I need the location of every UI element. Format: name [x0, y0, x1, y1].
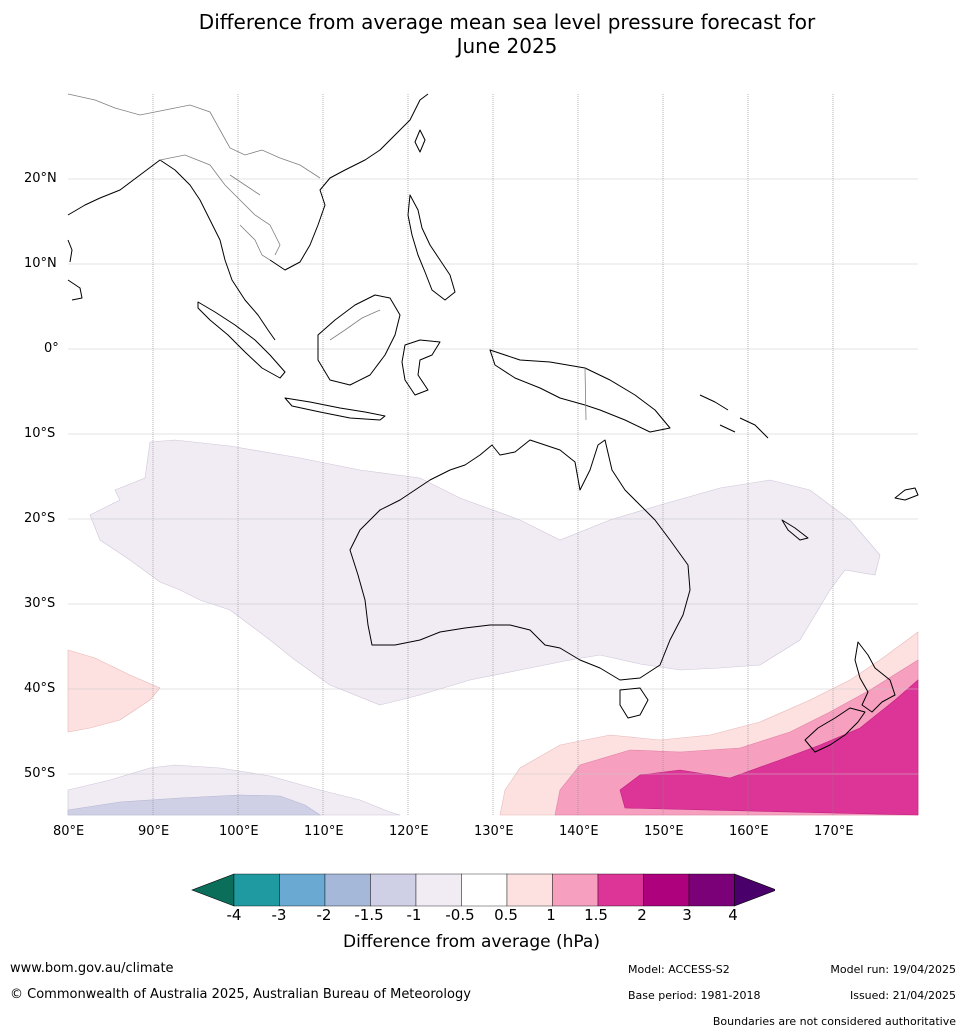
negative-anomaly-field-deep [67, 794, 321, 816]
lat-tick-20s: 20°S [24, 511, 56, 526]
lon-tick-150e: 150°E [644, 824, 684, 839]
title-line-1: Difference from average mean sea level p… [198, 10, 816, 34]
map-title: Difference from average mean sea level p… [0, 10, 965, 58]
lon-tick-170e: 170°E [814, 824, 854, 839]
colorbar-segment [370, 873, 417, 907]
colorbar-label: -3 [271, 906, 287, 924]
new-zealand-south-coastline [804, 707, 866, 753]
colorbar-segment [597, 873, 644, 907]
colorbar-label: 1.5 [584, 906, 608, 924]
taiwan-coastline [414, 129, 426, 153]
lat-tick-10n: 10°N [24, 256, 57, 271]
lon-tick-80e: 80°E [53, 824, 85, 839]
lon-tick-110e: 110°E [304, 824, 344, 839]
colorbar-segment [461, 873, 508, 907]
colorbar-label: 1 [546, 906, 556, 924]
lat-tick-20n: 20°N [24, 171, 57, 186]
colorbar-label: -1.5 [354, 906, 384, 924]
colorbar-segment [324, 873, 371, 907]
colorbar-label: 3 [682, 906, 692, 924]
new-zealand-north-coastline [854, 641, 896, 713]
map-panel [67, 93, 919, 816]
colorbar-segment [688, 873, 735, 907]
copyright: © Commonwealth of Australia 2025, Austra… [10, 987, 471, 1002]
anomaly-fields [67, 439, 919, 816]
borneo-coastline [317, 294, 401, 386]
colorbar-label: 4 [728, 906, 738, 924]
issued-date: Issued: 21/04/2025 [849, 989, 956, 1002]
positive-anomaly-field-west [67, 649, 161, 733]
colorbar-segment [415, 873, 462, 907]
sumatra-coastline [197, 301, 286, 379]
lat-tick-equator: 0° [44, 341, 59, 356]
positive-anomaly-field-strong [619, 679, 919, 816]
lat-tick-50s: 50°S [24, 766, 56, 781]
colorbar-extend-low [191, 873, 235, 907]
colorbar-label: -4 [226, 906, 242, 924]
new-caledonia-coastline [781, 519, 809, 541]
solomon-islands-coastline [699, 394, 769, 439]
png-border [584, 367, 587, 421]
colorbar-label: -1 [406, 906, 422, 924]
colorbar-label: -2 [316, 906, 332, 924]
colorbar-segment [643, 873, 690, 907]
model-run: Model run: 19/04/2025 [830, 963, 956, 976]
boundaries-disclaimer: Boundaries are not considered authoritat… [712, 1015, 956, 1028]
colorbar [191, 873, 775, 907]
java-coastline [284, 397, 386, 421]
colorbar-label: -0.5 [445, 906, 475, 924]
coastlines [67, 93, 919, 753]
colorbar-segment [279, 873, 326, 907]
colorbar-label: 2 [637, 906, 647, 924]
colorbar-segment [552, 873, 599, 907]
fiji-coastline [894, 487, 919, 501]
lon-tick-160e: 160°E [729, 824, 769, 839]
lon-tick-140e: 140°E [559, 824, 599, 839]
base-period: Base period: 1981-2018 [628, 989, 761, 1002]
colorbar-segment [233, 873, 280, 907]
graticule [68, 94, 918, 815]
colorbar-extend-high [734, 873, 775, 907]
title-line-2: June 2025 [456, 34, 558, 58]
lon-tick-90e: 90°E [138, 824, 170, 839]
sulawesi-coastline [401, 339, 441, 396]
australia-coastline [349, 439, 691, 681]
lat-tick-40s: 40°S [24, 681, 56, 696]
bom-url: www.bom.gov.au/climate [10, 961, 174, 976]
country-borders [67, 93, 587, 421]
lon-tick-130e: 130°E [474, 824, 514, 839]
philippines-coastline [407, 194, 456, 301]
lon-tick-100e: 100°E [219, 824, 259, 839]
asia-coastline [67, 93, 429, 341]
borneo-border [329, 309, 381, 341]
new-guinea-coastline [489, 349, 671, 433]
model-name: Model: ACCESS-S2 [628, 963, 730, 976]
lon-tick-120e: 120°E [389, 824, 429, 839]
india-coastline [67, 239, 83, 301]
colorbar-title: Difference from average (hPa) [343, 932, 600, 952]
lat-tick-10s: 10°S [24, 426, 56, 441]
colorbar-label: 0.5 [494, 906, 518, 924]
negative-anomaly-field [89, 439, 881, 706]
lat-tick-30s: 30°S [24, 596, 56, 611]
asia-borders [67, 93, 321, 261]
tasmania-coastline [619, 687, 649, 719]
colorbar-segment [506, 873, 553, 907]
